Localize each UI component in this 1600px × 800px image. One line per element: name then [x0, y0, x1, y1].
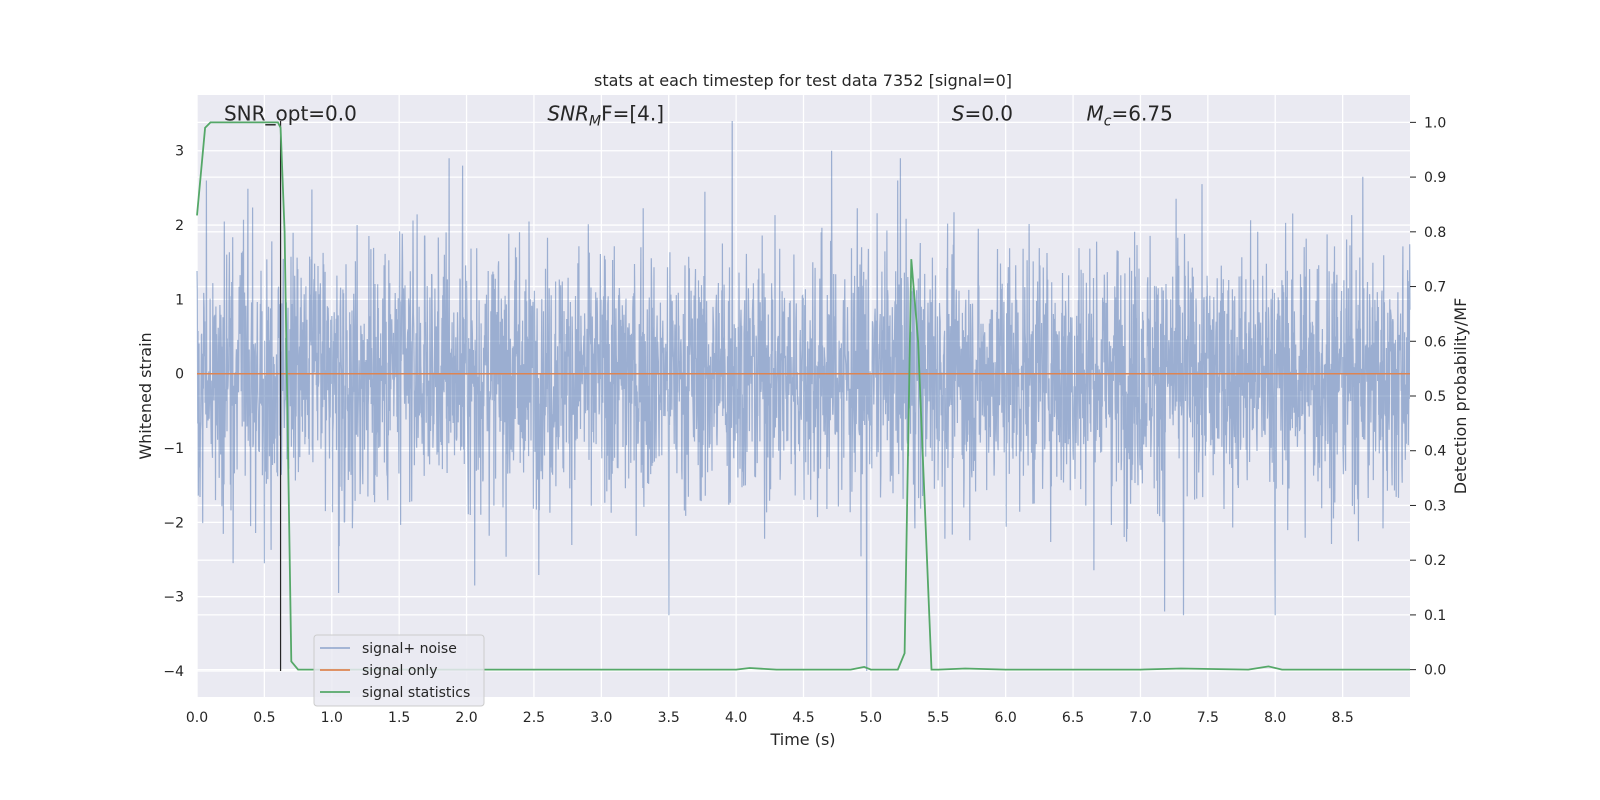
y2-tick-label: 0.5: [1424, 389, 1446, 405]
annotation-tail: F=[4.]: [601, 102, 664, 126]
x-tick-label: 6.5: [1062, 710, 1084, 726]
y-tick-label: −2: [163, 515, 184, 531]
y2-tick-labels: 1.0 0.9 0.8 0.7 0.6 0.5 0.4 0.3 0.2 0.1 0.0: [1410, 115, 1446, 679]
series-signal-noise: [196, 120, 1411, 672]
x-tick-label: 8.5: [1331, 710, 1353, 726]
annotation: S=0.0: [952, 102, 1013, 126]
x-tick-label: 2.0: [455, 710, 477, 726]
y2-tick-label: 0.1: [1424, 608, 1446, 624]
x-tick-label: 0.5: [253, 710, 275, 726]
legend: signal+ noise signal only signal statistic…: [313, 634, 485, 707]
annotation-tail: =0.0: [964, 102, 1013, 126]
x-tick-label: 3.0: [590, 710, 612, 726]
x-tick-label: 7.5: [1197, 710, 1219, 726]
annotation-subscript: M: [589, 114, 601, 130]
y-tick-label: −4: [163, 664, 184, 680]
y2-tick-label: 0.4: [1424, 444, 1446, 460]
y2-tick-label: 1.0: [1424, 115, 1446, 131]
y-tick-labels: 3 2 1 0 −1 −2 −3 −4: [163, 144, 184, 680]
annotation-math: S: [952, 102, 965, 126]
x-tick-label: 8.0: [1264, 710, 1286, 726]
x-tick-label: 1.0: [321, 710, 343, 726]
x-tick-label: 4.0: [725, 710, 747, 726]
annotation: Mc=6.75: [1087, 102, 1173, 130]
x-tick-label: 6.0: [995, 710, 1017, 726]
y-axis-label: Whitened strain: [136, 332, 155, 459]
y2-axis-label: Detection probability/MF: [1451, 298, 1470, 495]
series-signal-statistics: [196, 121, 1410, 671]
series-layer: [196, 120, 1411, 672]
y2-tick-label: 0.0: [1424, 663, 1446, 679]
annotation: SNR_opt=0.0: [224, 102, 357, 126]
y-tick-label: 0: [175, 367, 184, 383]
annotation: SNRMF=[4.]: [547, 102, 664, 130]
annotation-tail: =6.75: [1112, 102, 1173, 126]
x-tick-label: 7.0: [1129, 710, 1151, 726]
y-tick-label: 1: [175, 292, 184, 308]
x-tick-label: 3.5: [658, 710, 680, 726]
y2-tick-label: 0.3: [1424, 498, 1446, 514]
x-axis-label: Time (s): [769, 730, 835, 749]
y-tick-label: −1: [163, 441, 184, 457]
chart-title: stats at each timestep for test data 735…: [594, 71, 1012, 90]
y-tick-label: −3: [163, 590, 184, 606]
y2-tick-label: 0.9: [1424, 170, 1446, 186]
y2-tick-label: 0.7: [1424, 280, 1446, 296]
x-tick-label: 2.5: [523, 710, 545, 726]
x-tick-label: 4.5: [792, 710, 814, 726]
x-tick-label: 5.5: [927, 710, 949, 726]
annotation-math: M: [1087, 102, 1104, 126]
y-tick-label: 3: [175, 144, 184, 160]
legend-label: signal only: [362, 663, 437, 679]
legend-box: [313, 634, 485, 707]
x-tick-labels: 0.0 0.5 1.0 1.5 2.0 2.5 3.0 3.5 4.0 4.5 5.0 5.5 6.0 6…: [186, 710, 1354, 726]
annotation-subscript: c: [1104, 114, 1112, 130]
x-tick-label: 1.5: [388, 710, 410, 726]
annotations: SNR_opt=0.0 SNRMF=[4.] S=0.0 Mc=6.75: [224, 102, 1173, 130]
y2-tick-label: 0.2: [1424, 553, 1446, 569]
legend-label: signal statistics: [362, 685, 470, 701]
y-tick-label: 2: [175, 218, 184, 234]
annotation-math: SNR: [547, 102, 589, 126]
x-tick-label: 5.0: [860, 710, 882, 726]
legend-label: signal+ noise: [362, 641, 457, 657]
y2-tick-label: 0.8: [1424, 225, 1446, 241]
x-tick-label: 0.0: [186, 710, 208, 726]
y2-tick-label: 0.6: [1424, 334, 1446, 350]
